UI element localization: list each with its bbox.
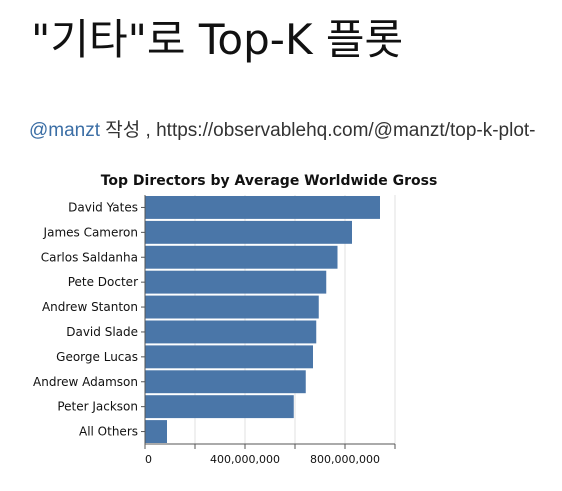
source-url: https://observablehq.com/@manzt/top-k-pl…	[156, 120, 536, 141]
chart-title: Top Directors by Average Worldwide Gross	[101, 173, 438, 189]
y-tick-label: All Others	[79, 425, 138, 439]
x-tick-label: 800,000,000	[310, 453, 380, 466]
x-tick-label: 0	[145, 453, 152, 466]
y-tick-label: James Cameron	[43, 225, 138, 239]
bar	[145, 245, 338, 269]
y-tick-label: Peter Jackson	[57, 400, 138, 414]
bars	[145, 196, 380, 443]
byline-text: 작성 ,	[100, 120, 157, 141]
y-tick-label: Pete Docter	[68, 275, 138, 289]
byline: @manzt 작성 , https://observablehq.com/@ma…	[29, 118, 536, 144]
bar	[145, 345, 313, 369]
y-tick-label: Carlos Saldanha	[41, 250, 138, 264]
y-tick-label: George Lucas	[56, 350, 138, 364]
bar	[145, 420, 167, 443]
bar	[145, 270, 327, 294]
page-title: "기타"로 Top-K 플롯	[31, 15, 404, 64]
x-tick-label: 400,000,000	[210, 453, 280, 466]
author-link[interactable]: @manzt	[29, 120, 101, 141]
bar	[145, 370, 306, 394]
y-tick-label: Andrew Adamson	[33, 375, 138, 389]
bar	[145, 295, 319, 319]
y-tick-label: David Yates	[68, 200, 138, 214]
bar	[145, 220, 352, 244]
bar	[145, 395, 294, 419]
bar	[145, 196, 380, 219]
y-axis: David Yates James Cameron Carlos Saldanha P…	[33, 195, 146, 444]
bar	[145, 320, 317, 344]
y-tick-label: Andrew Stanton	[42, 300, 138, 314]
x-axis: 0 400,000,000 800,000,000	[144, 443, 396, 466]
bar-chart: Top Directors by Average Worldwide Gross…	[33, 173, 438, 466]
y-tick-label: David Slade	[66, 325, 138, 339]
